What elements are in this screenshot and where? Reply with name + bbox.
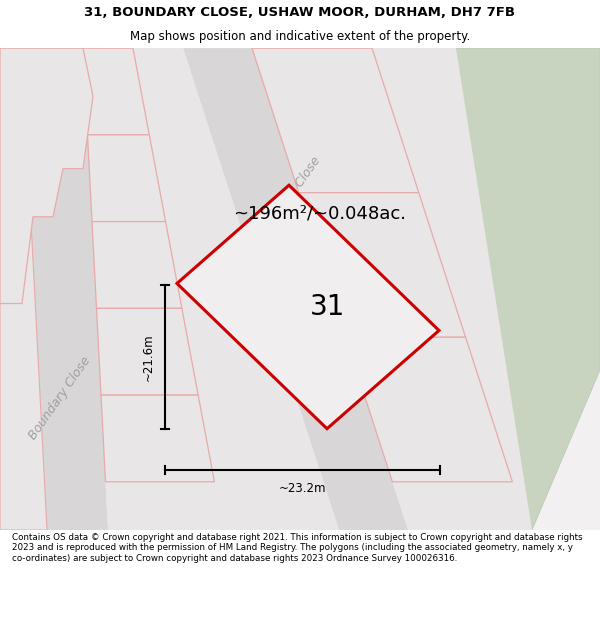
Polygon shape — [101, 395, 214, 482]
Polygon shape — [83, 48, 339, 530]
Polygon shape — [299, 192, 466, 338]
Polygon shape — [92, 222, 182, 308]
Polygon shape — [183, 48, 408, 530]
Polygon shape — [252, 48, 532, 530]
Polygon shape — [456, 48, 600, 530]
Polygon shape — [83, 48, 149, 135]
Polygon shape — [0, 48, 600, 530]
Text: Boundary Close: Boundary Close — [26, 354, 94, 442]
Polygon shape — [88, 135, 166, 222]
Text: ~196m²/~0.048ac.: ~196m²/~0.048ac. — [233, 205, 407, 223]
Text: ~23.2m: ~23.2m — [279, 482, 326, 494]
Text: Contains OS data © Crown copyright and database right 2021. This information is : Contains OS data © Crown copyright and d… — [12, 533, 583, 562]
Polygon shape — [177, 185, 439, 429]
Polygon shape — [346, 338, 512, 482]
Polygon shape — [97, 308, 198, 395]
Text: Map shows position and indicative extent of the property.: Map shows position and indicative extent… — [130, 29, 470, 42]
Polygon shape — [0, 48, 47, 530]
Polygon shape — [252, 48, 419, 192]
Text: Boundary Close: Boundary Close — [257, 154, 323, 242]
Text: ~21.6m: ~21.6m — [142, 333, 155, 381]
Polygon shape — [22, 48, 108, 530]
Text: 31, BOUNDARY CLOSE, USHAW MOOR, DURHAM, DH7 7FB: 31, BOUNDARY CLOSE, USHAW MOOR, DURHAM, … — [85, 6, 515, 19]
Text: 31: 31 — [310, 293, 346, 321]
Polygon shape — [0, 48, 93, 304]
